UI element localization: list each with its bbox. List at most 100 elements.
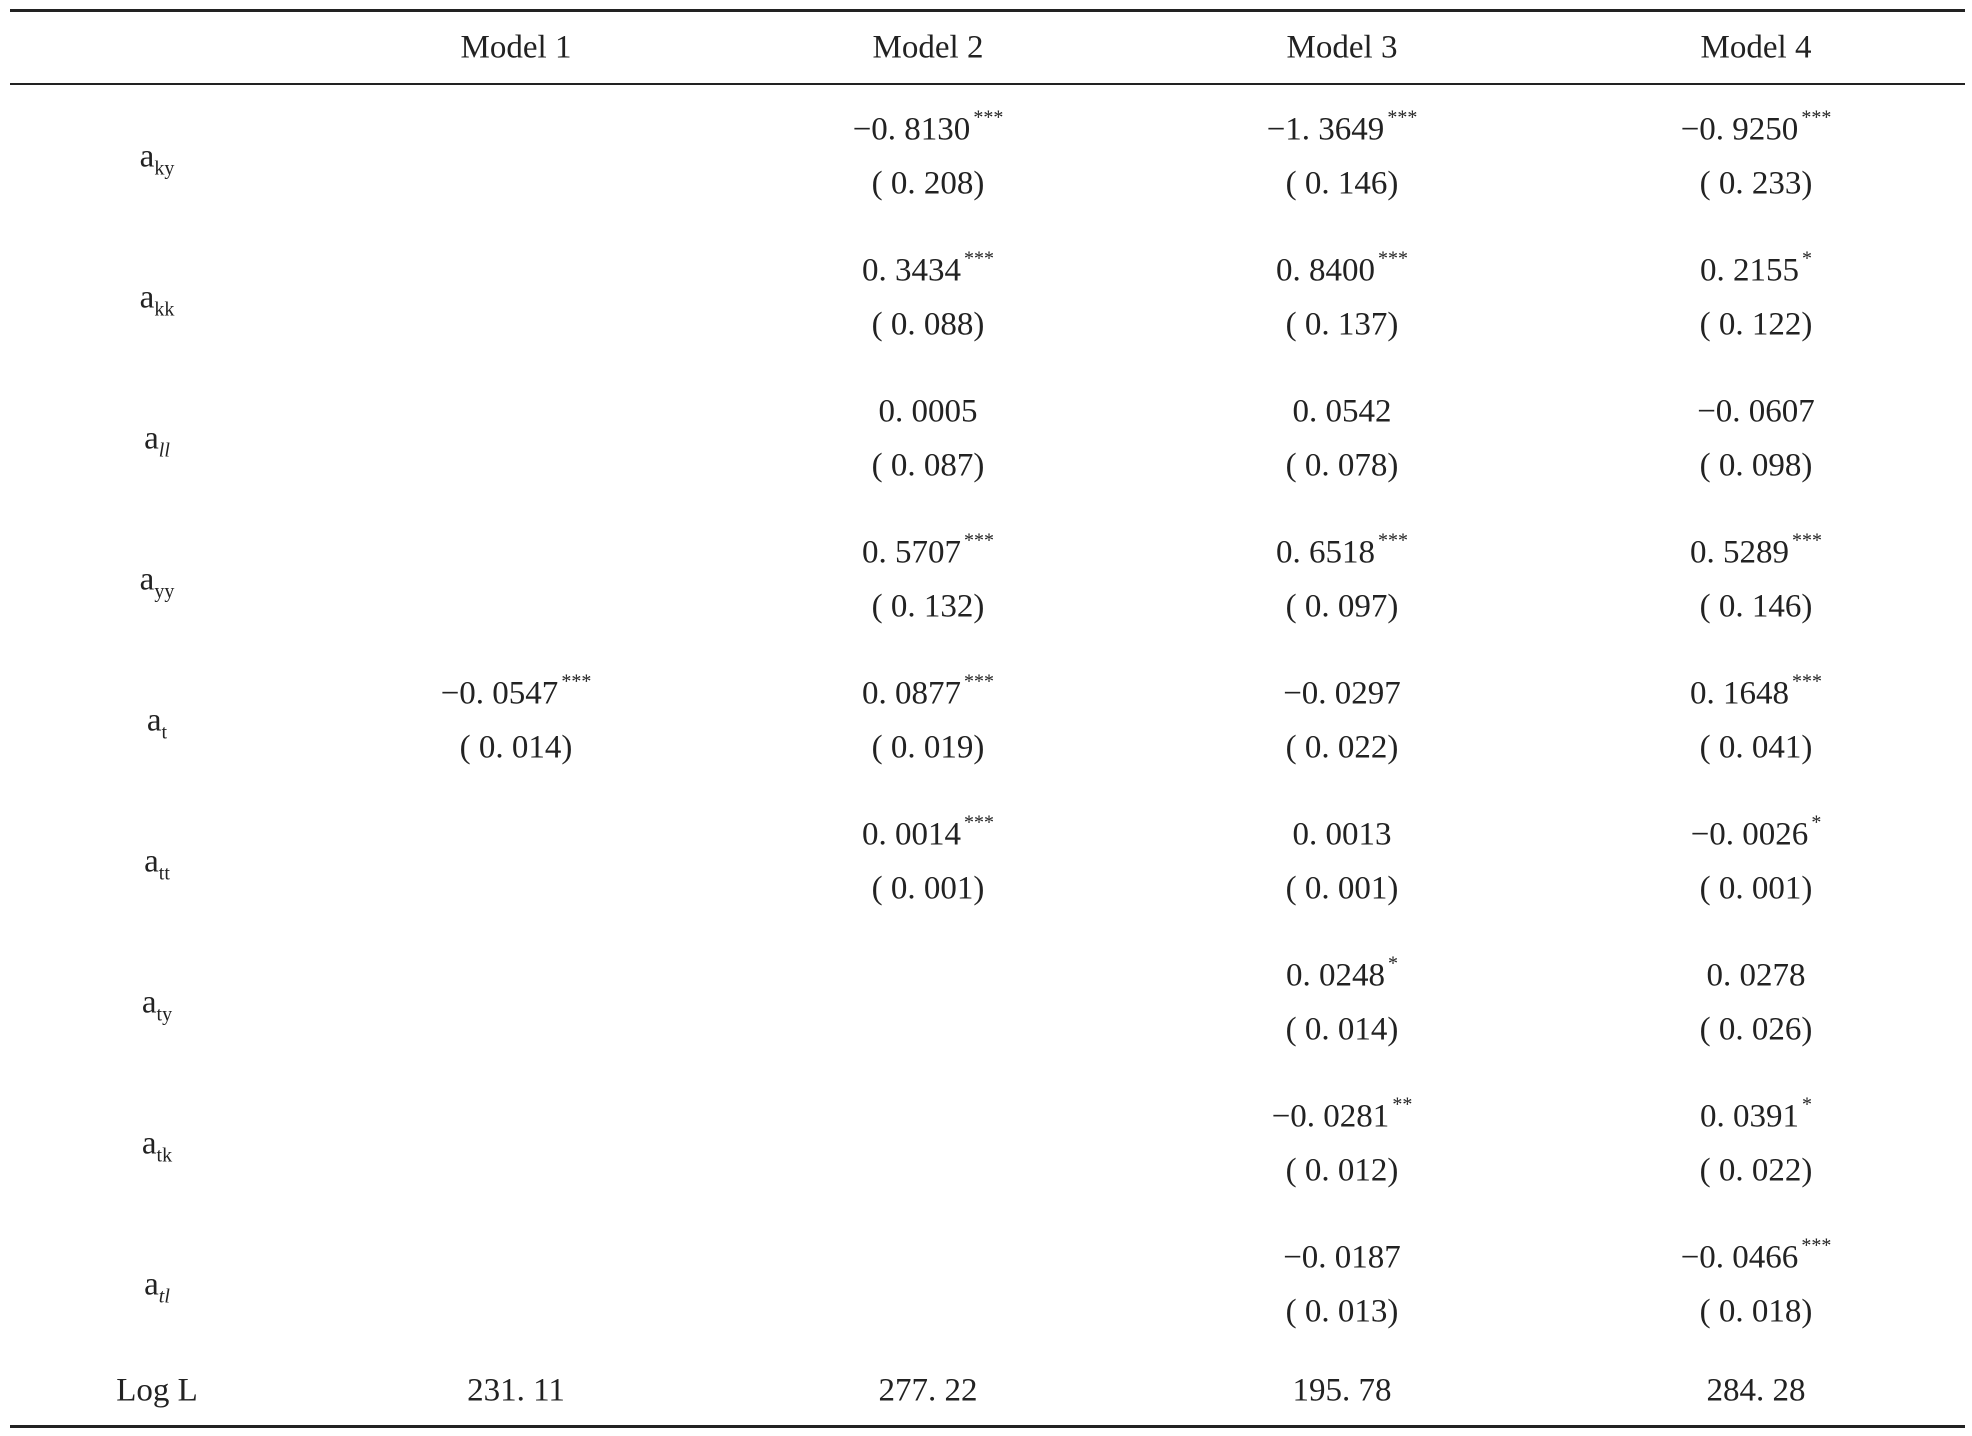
significance-stars: *	[1802, 247, 1812, 270]
label-base: a	[139, 561, 155, 598]
coef-value: 0. 8400	[1276, 252, 1375, 289]
column-header: Model 2	[872, 29, 984, 66]
significance-stars: *	[1802, 1093, 1812, 1116]
significance-stars: ***	[561, 670, 592, 693]
row-label: akk	[140, 281, 175, 320]
coef-value: 0. 1648	[1690, 675, 1789, 712]
row-label: ayy	[139, 561, 175, 602]
standard-error: ( 0. 001)	[1285, 870, 1399, 907]
standard-error: ( 0. 132)	[871, 588, 985, 625]
row-label: at	[146, 702, 167, 743]
coefficient: 0. 0877 ***	[862, 672, 994, 712]
label-base: a	[139, 138, 155, 175]
coefficient: 0. 0278	[1706, 957, 1806, 994]
significance-stars: ***	[964, 670, 994, 693]
significance-stars: ***	[964, 247, 994, 270]
label-sub: tk	[156, 1144, 173, 1167]
coefficient: −0. 0297	[1283, 675, 1401, 712]
significance-stars: ***	[1378, 247, 1408, 270]
significance-stars: ***	[1801, 1234, 1832, 1257]
significance-stars: ***	[973, 106, 1004, 129]
log-likelihood: 284. 28	[1706, 1372, 1806, 1409]
significance-stars: ***	[964, 529, 994, 552]
label-base: a	[146, 702, 162, 739]
coef-value: 0. 0278	[1706, 957, 1806, 994]
label-base: a	[144, 1266, 159, 1303]
label-sub: tt	[158, 862, 170, 885]
coef-value: 0. 0877	[862, 675, 961, 712]
significance-stars: ***	[1801, 106, 1832, 129]
significance-stars: ***	[964, 811, 994, 834]
coefficient: −0. 0466 ***	[1680, 1236, 1832, 1276]
coef-value: 0. 5289	[1690, 534, 1789, 571]
standard-error: ( 0. 026)	[1699, 1011, 1813, 1048]
label-sub: t	[161, 721, 168, 744]
coef-value: 0. 5707	[862, 534, 961, 571]
coefficient: 0. 0014 ***	[862, 813, 994, 852]
coef-value: 0. 3434	[862, 252, 961, 289]
coef-value: 0. 0542	[1292, 393, 1392, 430]
significance-stars: *	[1811, 811, 1822, 834]
label-base: a	[144, 420, 159, 457]
coefficient: 0. 2155 *	[1700, 249, 1812, 289]
standard-error: ( 0. 097)	[1285, 588, 1399, 625]
standard-error: ( 0. 014)	[459, 729, 573, 766]
label-sub: yy	[154, 580, 175, 603]
standard-error: ( 0. 137)	[1285, 306, 1399, 343]
coefficient: 0. 0013	[1292, 816, 1392, 853]
standard-error: ( 0. 146)	[1699, 588, 1813, 625]
coef-value: 0. 0005	[878, 393, 978, 430]
label-sub: ll	[158, 439, 170, 462]
coef-value: −0. 0547	[440, 675, 559, 712]
coef-value: 0. 0013	[1292, 816, 1392, 853]
label-sub: ty	[156, 1003, 173, 1026]
coefficient: −0. 8130 ***	[853, 108, 1004, 147]
coef-value: −0. 0187	[1283, 1239, 1401, 1276]
coef-value: −0. 0026	[1690, 816, 1809, 853]
row-label: atk	[141, 1125, 172, 1166]
significance-stars: ***	[1378, 529, 1408, 552]
coefficient: 0. 1648 ***	[1690, 672, 1822, 712]
header-rule	[10, 83, 1965, 85]
label-base: a	[141, 1125, 157, 1162]
label-base: a	[141, 984, 157, 1021]
coefficient: −0. 9250 ***	[1681, 108, 1832, 147]
coef-value: 0. 0248	[1286, 957, 1385, 994]
log-likelihood: 277. 22	[878, 1372, 978, 1409]
standard-error: ( 0. 019)	[871, 729, 985, 766]
bottom-rule	[10, 1425, 1965, 1428]
log-likelihood: 231. 11	[467, 1372, 565, 1409]
row-label: Log L	[116, 1372, 198, 1409]
standard-error: ( 0. 233)	[1699, 165, 1813, 202]
label-sub: kk	[154, 298, 175, 321]
coefficient: −0. 0547 ***	[440, 672, 592, 712]
coefficient: 0. 5707 ***	[862, 531, 994, 571]
column-header: Model 4	[1700, 29, 1812, 66]
log-likelihood: 195. 78	[1292, 1372, 1392, 1409]
standard-error: ( 0. 013)	[1285, 1293, 1399, 1330]
standard-error: ( 0. 018)	[1699, 1293, 1813, 1330]
coefficient: 0. 5289 ***	[1690, 531, 1822, 571]
coefficient: 0. 6518 ***	[1276, 531, 1408, 570]
standard-error: ( 0. 088)	[871, 306, 985, 343]
row-label: aty	[141, 984, 172, 1025]
coefficient: −0. 0607	[1697, 395, 1815, 429]
coef-value: −0. 0466	[1680, 1239, 1799, 1276]
coef-value: −0. 0281	[1271, 1098, 1390, 1135]
label-base: a	[144, 843, 159, 880]
coefficient: 0. 8400 ***	[1276, 249, 1408, 289]
significance-stars: ***	[1792, 670, 1822, 693]
row-label: att	[144, 843, 170, 884]
standard-error: ( 0. 146)	[1285, 165, 1399, 202]
standard-error: ( 0. 012)	[1285, 1152, 1399, 1189]
row-label: atl	[144, 1266, 170, 1307]
standard-error: ( 0. 208)	[871, 165, 985, 202]
standard-error: ( 0. 122)	[1699, 306, 1813, 343]
coef-value: −0. 0297	[1283, 675, 1401, 712]
coef-value: −1. 3649	[1266, 111, 1385, 148]
coef-value: 0. 0391	[1700, 1098, 1799, 1135]
standard-error: ( 0. 022)	[1285, 729, 1399, 766]
coefficient: 0. 0542	[1292, 393, 1392, 430]
coefficient: 0. 0248 *	[1286, 954, 1398, 994]
coef-value: 0. 2155	[1700, 252, 1799, 289]
